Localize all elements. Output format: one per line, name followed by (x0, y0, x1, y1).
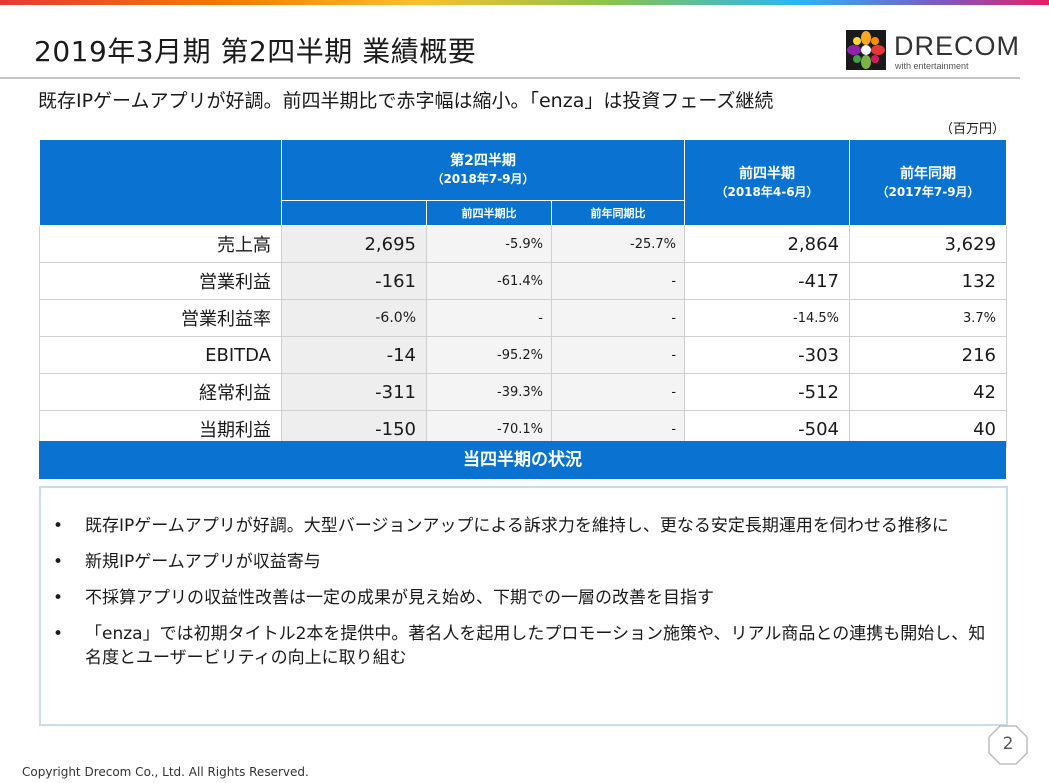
situation-list: • 既存IPゲームアプリが好調。大型バージョンアップによる訴求力を維持し、更なる安… (53, 514, 988, 682)
q2-value: -311 (281, 373, 427, 411)
page-number: 2 (1002, 734, 1014, 754)
list-item: • 既存IPゲームアプリが好調。大型バージョンアップによる訴求力を維持し、更なる安… (53, 514, 988, 538)
situation-text: 新規IPゲームアプリが収益寄与 (85, 552, 321, 572)
qoq-value: -95.2% (426, 336, 552, 374)
page-number-badge: 2 (988, 725, 1028, 765)
bullet: • (53, 588, 64, 608)
header-prev-title: 前四半期 (739, 165, 796, 182)
list-item: • 「enza」では初期タイトル2本を提供中。著名人を起用したプロモーション施策や… (53, 622, 988, 670)
situation-box: • 既存IPゲームアプリが好調。大型バージョンアップによる訴求力を維持し、更なる安… (39, 486, 1008, 726)
prev-quarter-value: -14.5% (684, 299, 851, 337)
rainbow-top-bar (0, 0, 1049, 5)
table-row: EBITDA -14 -95.2% - -303 216 (39, 336, 1008, 374)
header-last-year: 前年同期 （2017年7-9月） (849, 139, 1008, 226)
situation-header: 当四半期の状況 (39, 441, 1006, 479)
bullet: • (53, 516, 64, 536)
row-label: EBITDA (39, 336, 282, 374)
table-row: 売上高 2,695 -5.9% -25.7% 2,864 3,629 (39, 225, 1008, 263)
q2-value: -161 (281, 262, 427, 300)
last-year-value: 216 (849, 336, 1008, 374)
header-q2-value (281, 200, 427, 226)
header-q2: 第2四半期 （2018年7-9月） (280, 139, 686, 201)
last-year-value: 132 (849, 262, 1008, 300)
drecom-flower-icon (846, 30, 886, 70)
yoy-value: - (550, 336, 686, 374)
row-label: 営業利益率 (39, 299, 282, 337)
title-divider (0, 77, 1020, 79)
prev-quarter-value: 2,864 (684, 225, 851, 263)
last-year-value: 42 (849, 373, 1008, 411)
situation-text: 「enza」では初期タイトル2本を提供中。著名人を起用したプロモーション施策や、… (85, 624, 986, 668)
header-q2-period: （2018年7-9月） (431, 172, 535, 186)
logo-wordmark: DRECOM (894, 31, 1020, 61)
list-item: • 不採算アプリの収益性改善は一定の成果が見え始め、下期での一層の改善を目指す (53, 586, 988, 610)
logo-tagline: with entertainment (895, 61, 969, 71)
q2-value: 2,695 (281, 225, 427, 263)
header-ly-title: 前年同期 (900, 165, 957, 182)
q2-value: -6.0% (281, 299, 427, 337)
header-yoy: 前年同期比 (550, 200, 686, 226)
financial-summary-table: 第2四半期 （2018年7-9月） 前四半期 （2018年4-6月） 前年同期 … (39, 139, 1008, 448)
page-subtitle: 既存IPゲームアプリが好調。前四半期比で赤字幅は縮小。「enza」は投資フェーズ… (38, 90, 774, 112)
table-row: 営業利益 -161 -61.4% - -417 132 (39, 262, 1008, 300)
last-year-value: 3,629 (849, 225, 1008, 263)
situation-text: 不採算アプリの収益性改善は一定の成果が見え始め、下期での一層の改善を目指す (85, 588, 714, 608)
situation-text: 既存IPゲームアプリが好調。大型バージョンアップによる訴求力を維持し、更なる安定… (85, 516, 949, 536)
row-label: 営業利益 (39, 262, 282, 300)
row-label: 売上高 (39, 225, 282, 263)
bullet: • (53, 624, 64, 644)
yoy-value: - (550, 373, 686, 411)
page-number-diamond-icon (988, 725, 1028, 765)
table-row: 経常利益 -311 -39.3% - -512 42 (39, 373, 1008, 411)
header-ly-period: （2017年7-9月） (876, 184, 980, 199)
list-item: • 新規IPゲームアプリが収益寄与 (53, 550, 988, 574)
prev-quarter-value: -417 (684, 262, 851, 300)
header-prev-quarter: 前四半期 （2018年4-6月） (684, 139, 851, 226)
copyright-text: Copyright Drecom Co., Ltd. All Rights Re… (22, 765, 309, 779)
qoq-value: - (426, 299, 552, 337)
drecom-logo: DRECOM with entertainment (846, 28, 1026, 72)
yoy-value: - (550, 299, 686, 337)
last-year-value: 3.7% (849, 299, 1008, 337)
prev-quarter-value: -512 (684, 373, 851, 411)
qoq-value: -39.3% (426, 373, 552, 411)
qoq-value: -61.4% (426, 262, 552, 300)
row-label: 経常利益 (39, 373, 282, 411)
qoq-value: -5.9% (426, 225, 552, 263)
page-title: 2019年3月期 第2四半期 業績概要 (34, 35, 477, 68)
header-qoq: 前四半期比 (426, 200, 552, 226)
unit-label: （百万円） (940, 122, 1006, 137)
header-prev-period: （2018年4-6月） (715, 184, 819, 199)
yoy-value: -25.7% (550, 225, 686, 263)
table-row: 営業利益率 -6.0% - - -14.5% 3.7% (39, 299, 1008, 337)
yoy-value: - (550, 262, 686, 300)
header-corner (39, 139, 282, 226)
prev-quarter-value: -303 (684, 336, 851, 374)
q2-value: -14 (281, 336, 427, 374)
bullet: • (53, 552, 64, 572)
header-q2-title: 第2四半期 (450, 153, 516, 169)
